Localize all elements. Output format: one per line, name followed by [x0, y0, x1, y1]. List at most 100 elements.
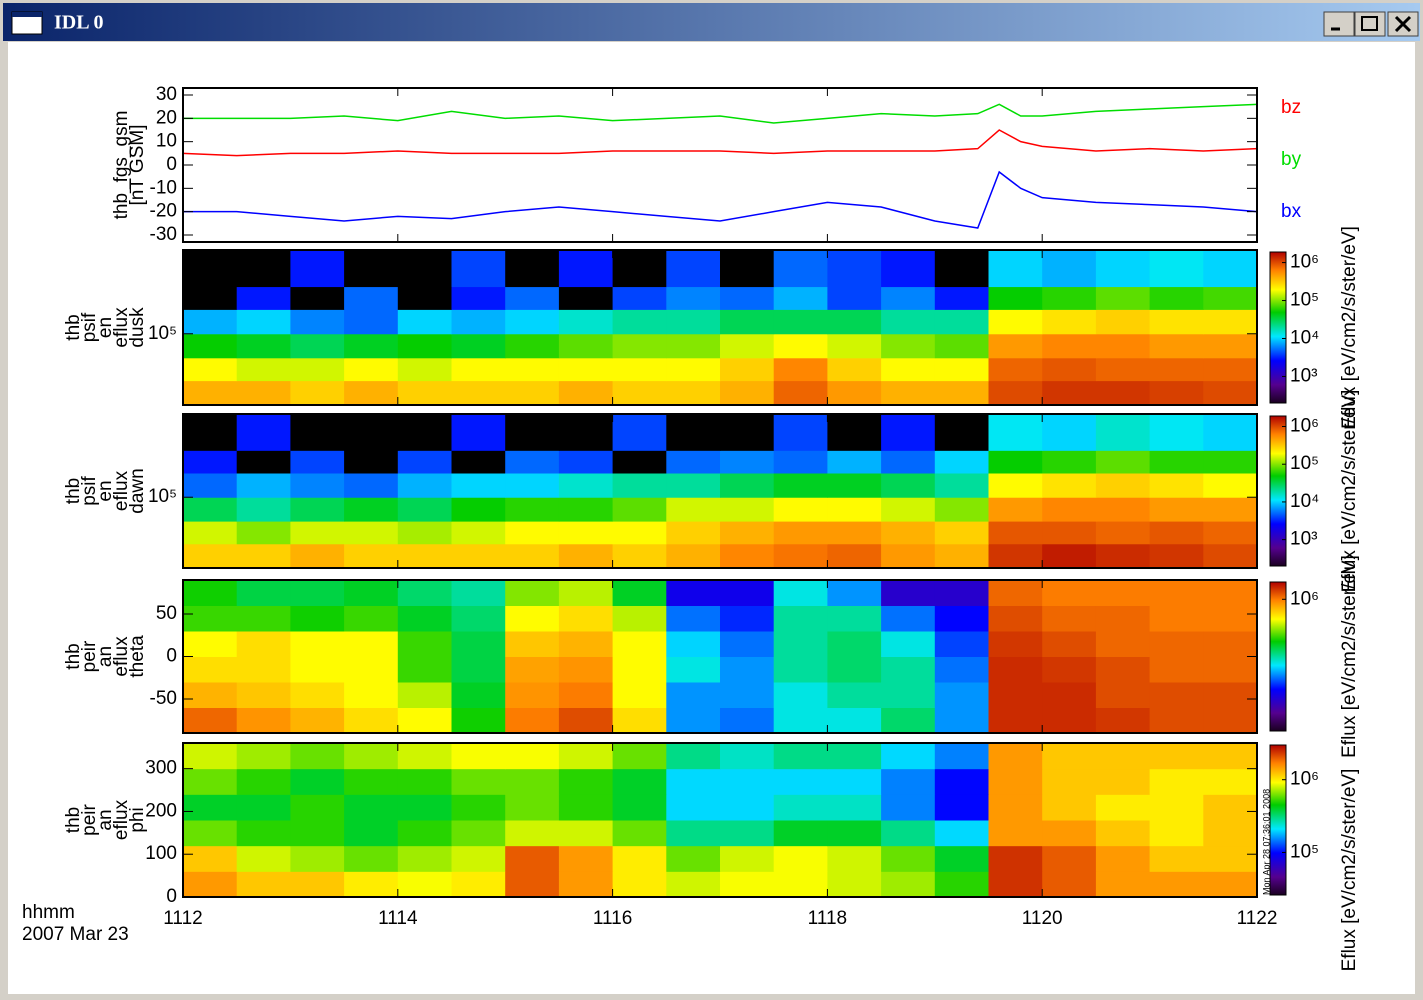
heatmap-cell	[988, 707, 1043, 734]
heatmap-cell	[290, 682, 345, 708]
heatmap-cell	[934, 768, 989, 795]
heatmap-cell	[397, 521, 452, 545]
window-icon-bar	[12, 12, 42, 17]
heatmap-cell	[934, 357, 989, 382]
heatmap-cell	[397, 380, 452, 406]
heatmap-cell	[1149, 871, 1204, 898]
heatmap-cell	[773, 845, 828, 872]
heatmap-cell	[934, 472, 989, 498]
heatmap-cell	[1095, 656, 1151, 683]
heatmap-cell	[451, 497, 506, 522]
heatmap-cell	[988, 497, 1043, 522]
heatmap-cell	[612, 820, 667, 847]
heatmap-cell	[558, 820, 614, 847]
heatmap-cell	[397, 450, 452, 474]
heatmap-cell	[344, 845, 399, 872]
y-axis-label: eflux	[111, 470, 132, 511]
heatmap-cell	[934, 580, 989, 606]
heatmap-cell	[344, 450, 399, 474]
heatmap-cell	[397, 794, 452, 821]
heatmap-cell	[236, 357, 291, 382]
y-tick-label: 50	[156, 603, 177, 624]
heatmap-cell	[773, 580, 828, 606]
heatmap-cell	[934, 845, 989, 872]
y-tick-label: 100	[145, 843, 177, 864]
heatmap-cell	[558, 656, 614, 683]
heatmap-cell	[1095, 871, 1151, 898]
heatmap-cell	[1042, 472, 1097, 498]
heatmap-cell	[290, 543, 345, 569]
maximize-button[interactable]	[1354, 11, 1386, 37]
heatmap-cell	[1095, 543, 1151, 569]
colorbar	[1269, 251, 1287, 404]
heatmap-cell	[290, 820, 345, 847]
minimize-button[interactable]	[1323, 11, 1355, 37]
heatmap-cell	[397, 250, 452, 288]
heatmap-cell	[1042, 743, 1097, 770]
y-axis-label: psif	[79, 312, 100, 342]
heatmap-cell	[934, 743, 989, 770]
heatmap-cell	[827, 250, 882, 288]
heatmap-cell	[827, 497, 882, 522]
heatmap-cell	[988, 743, 1043, 770]
heatmap-cell	[666, 497, 721, 522]
heatmap-cell	[451, 768, 506, 795]
heatmap-cell	[1095, 794, 1151, 821]
heatmap-cell	[1149, 605, 1204, 632]
heatmap-cell	[666, 631, 721, 657]
heatmap-cell	[988, 543, 1043, 569]
heatmap-cell	[558, 543, 614, 569]
heatmap-cell	[720, 743, 775, 770]
heatmap-cell	[290, 845, 345, 872]
y-axis-label: eflux	[111, 307, 132, 348]
heatmap-cell	[720, 380, 775, 406]
heatmap-cell	[988, 472, 1043, 498]
window-buttons[interactable]	[1323, 11, 1419, 37]
heatmap-cell	[666, 309, 721, 335]
heatmap-cell	[827, 472, 882, 498]
heatmap-cell	[505, 845, 560, 872]
heatmap-cell	[236, 309, 291, 335]
heatmap-cell	[505, 580, 560, 606]
heatmap-cell	[1042, 250, 1097, 288]
heatmap-cell	[773, 380, 828, 406]
heatmap-cell	[666, 845, 721, 872]
y-tick-label: 10	[156, 131, 177, 152]
heatmap-cell	[934, 543, 989, 569]
y-tick-label: -50	[150, 688, 177, 709]
x-tick-label: 1114	[378, 908, 418, 929]
y-tick-label: -10	[150, 177, 177, 198]
heatmap-cell	[344, 472, 399, 498]
heatmap-cell	[505, 380, 560, 406]
heatmap-cell	[827, 605, 882, 632]
heatmap-cell	[881, 656, 936, 683]
colorbar-label: Eflux [eV/cm2/s/ster/eV]	[1339, 555, 1360, 758]
heatmap-cell	[236, 845, 291, 872]
heatmap-cell	[1042, 521, 1097, 545]
heatmap-cell	[505, 250, 560, 288]
x-tick-label: 1120	[1022, 908, 1063, 929]
heatmap-cell	[397, 871, 452, 898]
heatmap-cell	[612, 450, 667, 474]
heatmap-cell	[290, 768, 345, 795]
heatmap-cell	[720, 871, 775, 898]
heatmap-cell	[988, 286, 1043, 310]
heatmap-cell	[183, 450, 238, 474]
heatmap-cell	[1095, 682, 1151, 708]
heatmap-cell	[236, 605, 291, 632]
heatmap-cell	[827, 794, 882, 821]
heatmap-cell	[290, 414, 345, 451]
heatmap-cell	[720, 286, 775, 310]
heatmap-cell	[558, 605, 614, 632]
heatmap-cell	[666, 768, 721, 795]
heatmap-cell	[1203, 521, 1258, 545]
heatmap-cell	[397, 357, 452, 382]
heatmap-cell	[881, 521, 936, 545]
heatmap-cell	[236, 521, 291, 545]
heatmap-cell	[505, 631, 560, 657]
heatmap-cell	[881, 472, 936, 498]
colorbar-label: Eflux [eV/cm2/s/ster/eV]	[1339, 769, 1360, 972]
y-tick-label: -20	[150, 201, 177, 222]
heatmap-cell	[1095, 743, 1151, 770]
